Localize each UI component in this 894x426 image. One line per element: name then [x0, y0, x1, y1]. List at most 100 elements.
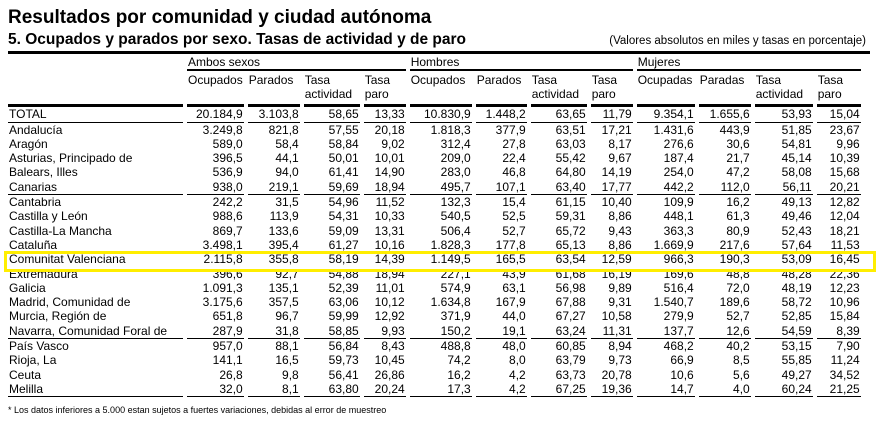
- cell-value: 132,3: [440, 195, 471, 210]
- cell-value: 9,43: [608, 223, 632, 238]
- cell-value: 1.149,5: [430, 252, 471, 267]
- row-label: Castilla y León: [9, 209, 88, 224]
- cell-value: 8,0: [509, 353, 526, 368]
- row-label: Cataluña: [9, 237, 58, 252]
- cell-value: 516,4: [663, 280, 694, 295]
- cell-value: 67,88: [555, 295, 586, 310]
- cell-value: 52,85: [781, 309, 812, 324]
- cell-value: 50,01: [328, 151, 359, 166]
- cell-value: 16,2: [447, 367, 471, 382]
- cell-value: 536,9: [212, 165, 243, 180]
- table-row: Castilla y León 988,6 113,9 54,31 10,33 540,5…: [8, 209, 861, 223]
- cell-value: 63,40: [530, 180, 587, 196]
- blank-header: [8, 54, 183, 71]
- cell-value: 169,6: [663, 266, 694, 281]
- cell-value: 14,7: [636, 382, 695, 398]
- cell-value: 53,09: [781, 252, 812, 267]
- table-row: Castilla-La Mancha 869,7 133,6 59,09 13,31 50…: [8, 224, 861, 238]
- group-header-row: Ambos sexos Hombres Mujeres: [8, 54, 861, 72]
- row-label: Comunitat Valenciana: [9, 252, 126, 267]
- col-mujeres-tasa-paro: Tasa paro: [816, 71, 861, 108]
- cell-value: 651,8: [212, 309, 243, 324]
- cell-value: 242,2: [212, 195, 243, 210]
- cell-value: 23,67: [829, 122, 860, 137]
- row-label: Extremadura: [9, 266, 78, 281]
- cell-value: 59,73: [328, 353, 359, 368]
- cell-value: 54,31: [328, 209, 359, 224]
- cell-value: 540,5: [440, 209, 471, 224]
- cell-value: 10,58: [601, 309, 632, 324]
- cell-value: 135,1: [268, 280, 299, 295]
- cell-value: 217,6: [719, 237, 750, 252]
- cell-value: 57,64: [781, 237, 812, 252]
- cell-value: 67,25: [530, 382, 587, 398]
- cell-value: 53,93: [754, 107, 813, 123]
- cell-value: 468,2: [663, 339, 694, 354]
- cell-value: 8,17: [608, 136, 632, 151]
- cell-value: 355,8: [268, 252, 299, 267]
- cell-value: 52,7: [726, 309, 750, 324]
- cell-value: 31,5: [275, 195, 299, 210]
- table-row: Melilla 32,0 8,1 63,80 20,24 17,3 4,2 67,25 19,3…: [8, 382, 861, 398]
- cell-value: 74,2: [447, 353, 471, 368]
- cell-value: 357,5: [268, 295, 299, 310]
- cell-value: 10,12: [374, 295, 405, 310]
- column-header-row: Ocupados Parados Tasa actividad Tasa par…: [8, 71, 861, 108]
- cell-value: 12,23: [829, 280, 860, 295]
- table-row: Asturias, Principado de 396,5 44,1 50,01 10,…: [8, 151, 861, 165]
- table-row: Ceuta 26,8 9,8 56,41 26,86 16,2 4,2 63,73 20,78 1…: [8, 368, 861, 382]
- row-label: Aragón: [9, 136, 48, 151]
- cell-value: 58,85: [303, 324, 360, 340]
- cell-value: 10,01: [374, 151, 405, 166]
- top-rule: [8, 51, 870, 54]
- cell-value: 11,53: [830, 237, 860, 252]
- cell-value: 209,0: [440, 151, 471, 166]
- cell-value: 72,0: [726, 280, 750, 295]
- cell-value: 55,85: [781, 353, 812, 368]
- row-label: TOTAL: [8, 107, 183, 123]
- table-row: TOTAL 20.184,9 3.103,8 58,65 13,33 10.830,9 1.…: [8, 107, 861, 123]
- table-row: País Vasco 957,0 88,1 56,84 8,43 488,8 48,0 60,…: [8, 339, 861, 353]
- cell-value: 3.249,8: [202, 122, 243, 137]
- cell-value: 9,93: [363, 324, 406, 340]
- table-row: Galicia 1.091,3 135,1 52,39 11,01 574,9 63,1 56…: [8, 281, 861, 295]
- cell-value: 11,24: [830, 353, 860, 368]
- group-ambos-sexos: Ambos sexos: [187, 54, 406, 72]
- table-row: Andalucía 3.249,8 821,8 57,55 20,18 1.818,3 37…: [8, 123, 861, 137]
- cell-value: 988,6: [212, 209, 243, 224]
- cell-value: 8,86: [608, 237, 632, 252]
- cell-value: 48,28: [781, 266, 812, 281]
- cell-value: 938,0: [187, 180, 244, 196]
- cell-value: 11,79: [590, 107, 633, 123]
- cell-value: 22,36: [829, 266, 860, 281]
- cell-value: 96,7: [275, 309, 299, 324]
- cell-value: 17,77: [590, 180, 633, 196]
- cell-value: 443,9: [719, 122, 750, 137]
- cell-value: 92,7: [275, 266, 299, 281]
- cell-value: 16,2: [726, 195, 750, 210]
- cell-value: 15,84: [829, 309, 860, 324]
- col-hombres-parados: Parados: [475, 71, 527, 108]
- table-row: Cataluña 3.498,1 395,4 61,27 10,16 1.828,3 177…: [8, 238, 861, 252]
- cell-value: 63,24: [530, 324, 587, 340]
- table-row: Aragón 589,0 58,4 58,84 9,02 312,4 27,8 63,03 8,…: [8, 137, 861, 151]
- page-title: Resultados por comunidad y ciudad autóno…: [8, 7, 432, 28]
- cell-value: 11,52: [375, 195, 405, 210]
- cell-value: 1.540,7: [653, 295, 694, 310]
- cell-value: 10,6: [670, 367, 694, 382]
- cell-value: 44,1: [275, 151, 299, 166]
- cell-value: 61,68: [555, 266, 586, 281]
- cell-value: 10,96: [829, 295, 860, 310]
- cell-value: 8,5: [733, 353, 750, 368]
- cell-value: 20,78: [601, 367, 632, 382]
- cell-value: 16,19: [601, 266, 632, 281]
- row-label: País Vasco: [9, 339, 69, 354]
- cell-value: 2.115,8: [203, 252, 243, 267]
- cell-value: 821,8: [268, 122, 299, 137]
- cell-value: 47,2: [726, 165, 750, 180]
- cell-value: 63,80: [303, 382, 360, 398]
- cell-value: 20.184,9: [187, 107, 244, 123]
- cell-value: 48,8: [726, 266, 750, 281]
- cell-value: 276,6: [663, 136, 694, 151]
- cell-value: 61,15: [555, 195, 586, 210]
